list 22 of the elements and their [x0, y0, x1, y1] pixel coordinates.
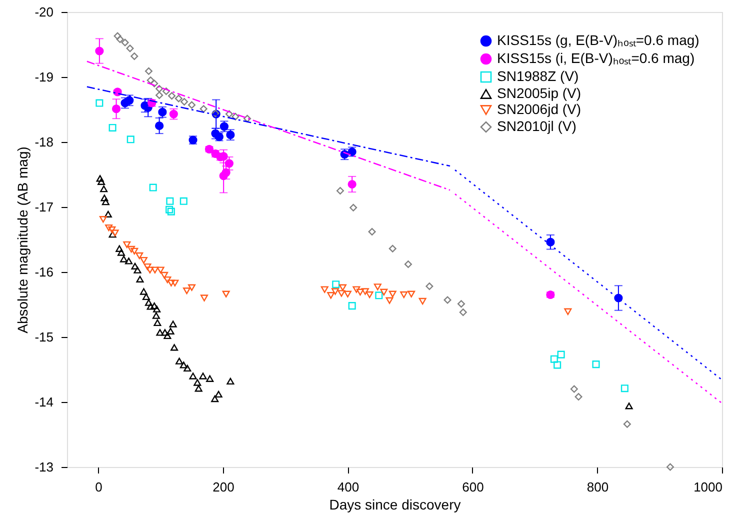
y-tick-label: -13: [34, 460, 54, 474]
y-axis-title: Absolute magnitude (AB mag): [14, 146, 31, 334]
x-tick-label: 200: [212, 480, 234, 494]
x-axis-title: Days since discovery: [329, 496, 461, 512]
legend-label: SN2005ip (V): [497, 85, 582, 101]
x-tick-label: 400: [337, 480, 360, 494]
y-tick-label: -17: [34, 200, 54, 214]
x-tick-label: 600: [462, 480, 484, 494]
x-tick-label: 0: [95, 480, 102, 494]
legend-label: SN1988Z (V): [497, 68, 579, 84]
legend-label: KISS15s (g, E(B-V)ₕₒₛₜ=0.6 mag): [497, 32, 700, 48]
y-tick-label: -16: [34, 264, 54, 280]
y-tick-label: -15: [34, 330, 54, 344]
x-tick-label: 800: [586, 480, 609, 494]
y-tick-label: -20: [34, 4, 54, 20]
legend-label: SN2010jl (V): [497, 118, 576, 134]
y-tick-label: -18: [34, 134, 54, 150]
legend-label: KISS15s (i, E(B-V)ₕₒₛₜ=0.6 mag): [497, 50, 695, 66]
x-tick-label: 1000: [694, 480, 722, 494]
y-tick-label: -14: [34, 394, 54, 410]
y-tick-label: -19: [34, 70, 54, 84]
legend-label: SN2006jd (V): [497, 101, 582, 117]
